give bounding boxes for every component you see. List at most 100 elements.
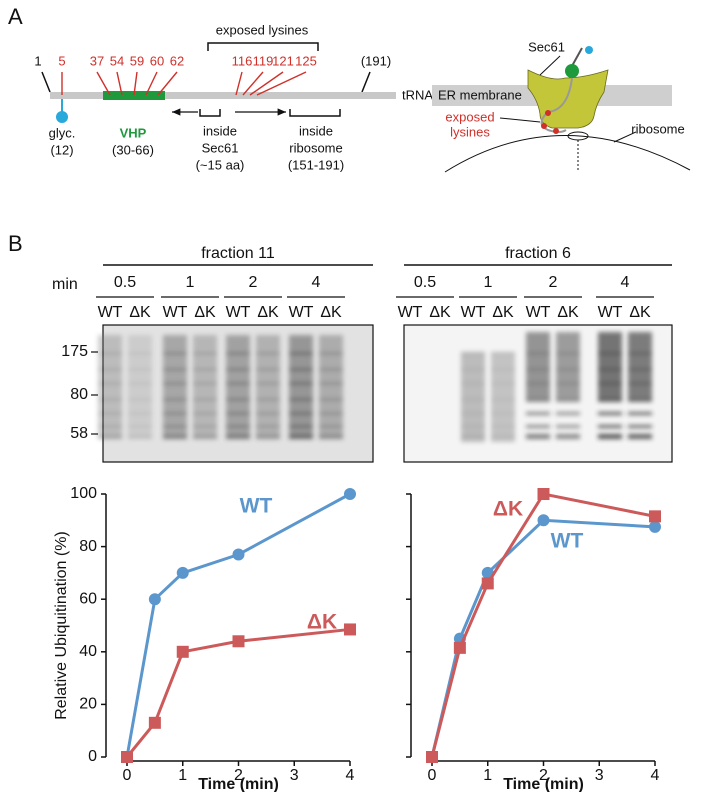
lysine [541, 123, 547, 129]
band [163, 382, 187, 385]
lane-smear [128, 335, 152, 439]
band [461, 352, 485, 355]
band [398, 398, 422, 401]
band [193, 352, 217, 355]
y-tick-label: 100 [70, 485, 97, 502]
glyc-label: (12) [50, 142, 73, 157]
band [628, 425, 652, 428]
band [226, 352, 250, 355]
sec61-region: inside [203, 123, 237, 138]
fraction-label: fraction 11 [201, 245, 275, 262]
band [98, 398, 122, 401]
time-label: 1 [484, 274, 493, 291]
lane-smear [256, 335, 280, 439]
lane-label: ΔK [194, 304, 216, 321]
lane-label: ΔK [320, 304, 342, 321]
site-label: 54 [110, 53, 124, 68]
series-label: WT [240, 495, 273, 518]
site-label: 60 [150, 53, 164, 68]
x-tick-label: 0 [428, 767, 437, 784]
band [256, 412, 280, 415]
band [256, 434, 280, 439]
ribosome-arc [444, 135, 691, 173]
band [556, 352, 580, 355]
band [289, 398, 313, 401]
band [526, 412, 550, 415]
point [176, 645, 189, 658]
site-label: 121 [272, 53, 294, 68]
band [491, 382, 515, 385]
site-label: 59 [130, 53, 144, 68]
glyc-dot [56, 111, 68, 123]
point [537, 488, 550, 500]
series-label: ΔK [493, 498, 523, 521]
band [256, 368, 280, 371]
band [398, 368, 422, 371]
band [491, 368, 515, 371]
lane-smear [193, 335, 217, 439]
band [628, 368, 652, 371]
time-label: 0.5 [414, 274, 436, 291]
x-tick-label: 2 [234, 767, 243, 784]
smear [526, 332, 550, 402]
band [598, 434, 622, 439]
lane-label: WT [98, 304, 123, 321]
band [628, 352, 652, 355]
fraction-label: fraction 6 [505, 245, 571, 262]
band [163, 434, 187, 439]
leader [539, 55, 561, 76]
x-tick-label: 3 [595, 767, 604, 784]
lane-smear [491, 352, 515, 442]
band [128, 382, 152, 385]
y-tick-label: 20 [79, 696, 97, 713]
trna-label: tRNA [402, 87, 433, 102]
band [526, 382, 550, 385]
band [598, 382, 622, 385]
band [163, 368, 187, 371]
x-tick-label: 1 [178, 767, 187, 784]
band [319, 382, 343, 385]
site-label: 62 [170, 53, 184, 68]
band [428, 352, 452, 355]
band [526, 398, 550, 401]
end-label: (191) [361, 53, 391, 68]
band [461, 412, 485, 415]
end-tick [361, 71, 371, 93]
band [461, 398, 485, 401]
smear [556, 332, 580, 402]
y-axis-title: Relative Ubiquitination (%) [53, 531, 70, 720]
band [556, 425, 580, 428]
band [319, 368, 343, 371]
bracket [199, 109, 221, 117]
series-line [125, 627, 351, 758]
time-label: 2 [249, 274, 258, 291]
point [649, 510, 661, 523]
time-label: 2 [549, 274, 558, 291]
band [163, 425, 187, 428]
lysines-label: exposed [445, 109, 494, 124]
site-label: 37 [90, 53, 104, 68]
exposed-title: exposed lysines [216, 22, 309, 37]
band [461, 382, 485, 385]
site-tick [242, 71, 264, 96]
sec61-channel [527, 69, 609, 129]
band [598, 352, 622, 355]
x-tick-label: 4 [346, 767, 355, 784]
y-tick-label: 80 [79, 538, 97, 555]
band [256, 352, 280, 355]
lane-smear [226, 335, 250, 439]
band [98, 382, 122, 385]
vhp-bar [103, 91, 165, 100]
marker-label: 58 [70, 425, 88, 442]
smear [598, 332, 622, 402]
lane-label: ΔK [492, 304, 514, 321]
point [481, 577, 494, 590]
protein-bar [50, 92, 396, 99]
band [98, 352, 122, 355]
point [344, 623, 356, 636]
lane-smear [98, 335, 122, 439]
band [289, 382, 313, 385]
time-label: 1 [186, 274, 195, 291]
marker-label: 175 [61, 343, 88, 360]
point [426, 751, 438, 763]
